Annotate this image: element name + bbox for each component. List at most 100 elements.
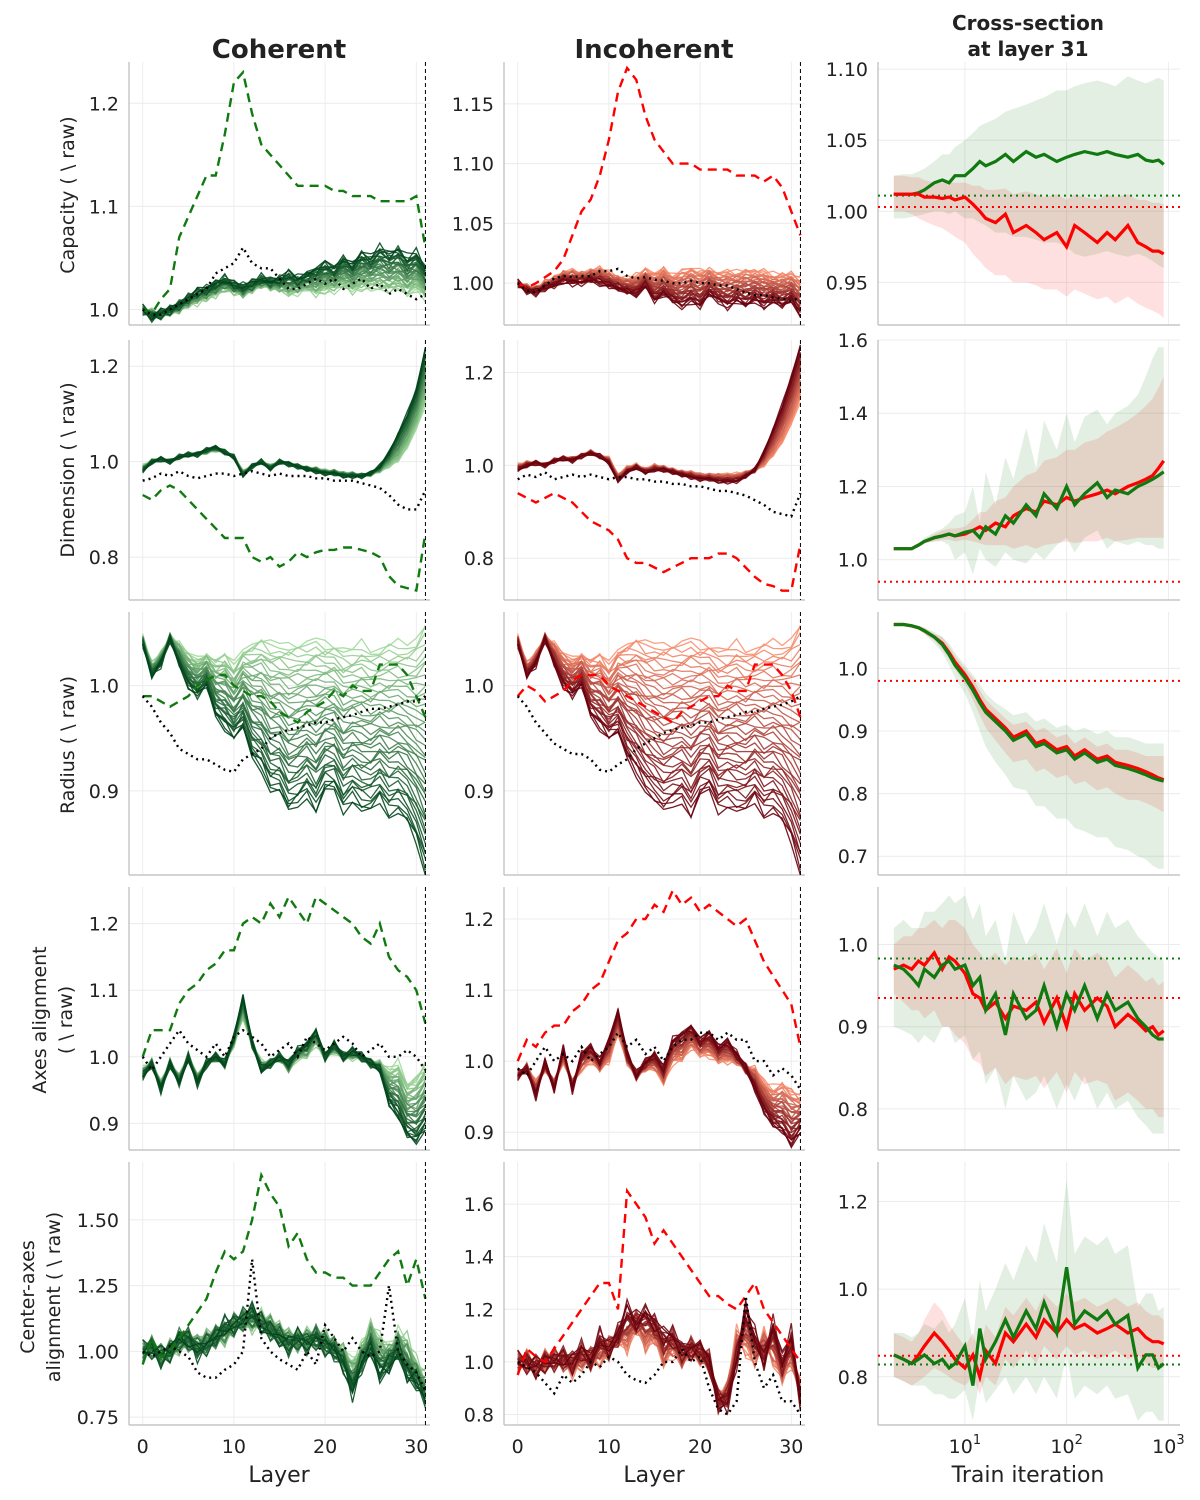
ytick-label: 1.2 [464,363,494,385]
subplot-dimension-coherent: 0.8 1.0 1.2 [89,340,430,601]
ytick-label: 1.15 [452,94,494,116]
layer-series-line [142,354,427,479]
ytick-label: 1.2 [838,1191,868,1213]
ytick-label: 1.0 [838,935,868,957]
layer-series-line [142,360,427,477]
raw-reference-dashed-line [517,65,802,290]
ytick-label: 1.00 [826,201,868,223]
ytick-label: 1.2 [838,476,868,498]
row-label-axes-alignment-line2: ( \ raw) [55,986,77,1054]
layer-series-line [517,1308,802,1401]
ytick-label: 1.0 [838,658,868,680]
subplot-capacity-coherent: 1.0 1.1 1.2 [89,62,430,326]
ytick-label: 1.0 [89,676,119,698]
layer-series-line [517,626,801,664]
plot-area [142,69,427,324]
ytick-label: 0.8 [464,1404,494,1426]
xtick-exponent: 1 [973,1433,981,1448]
layer-series-line [517,637,801,793]
layer-series-line [142,354,427,478]
ytick-label: 0.9 [464,781,494,803]
raw-reference-dashed-line [142,663,427,725]
ytick-label: 0.8 [838,784,868,806]
ytick-label: 1.1 [89,980,119,1002]
layer-series-line [142,640,426,818]
ytick-label: 0.95 [826,272,868,294]
random-baseline-dotted-line [142,1259,427,1392]
layer-series-line [142,349,427,479]
subplot-grid: 1.01.11.21.001.051.101.150.951.001.051.1… [77,59,1185,1458]
xtick-label: 10 [222,1436,246,1458]
ytick-label: 0.9 [464,1122,494,1144]
layer-series-line [517,632,801,774]
layer-series-line [517,636,802,835]
incoherent-mean-line [893,192,1165,256]
layer-series-line [142,348,427,480]
layer-series-line [517,344,802,484]
layer-series-line [142,357,427,479]
ytick-label: 1.05 [826,130,868,152]
plot-area [878,895,1180,1134]
coherent-mean-line [893,149,1165,196]
incoherent-mean-line [893,1317,1165,1383]
layer-series-line [142,1310,426,1390]
coherent-confidence-band [893,347,1164,575]
ytick-label: 1.0 [89,452,119,474]
plot-area [517,344,802,592]
layer-series-line [142,1005,426,1102]
ytick-label: 0.9 [838,721,868,743]
layer-series-line [142,636,427,835]
layer-series-line [517,279,801,318]
subplot-axes-alignment-cross-section: 0.8 0.9 1.0 [838,887,1180,1151]
plot-area [516,625,802,875]
ytick-label: 1.2 [89,356,119,378]
layer-series-line [517,1311,802,1406]
ytick-label: 0.8 [464,548,494,570]
plot-area [878,347,1180,583]
ytick-label: 1.05 [452,213,494,235]
ytick-label: 1.0 [89,300,119,322]
xtick-label: 103 [1152,1433,1184,1458]
layer-series-line [142,635,427,830]
random-baseline-dotted-line [142,469,427,511]
layer-series-line [142,349,427,480]
coherent-confidence-band [893,1179,1164,1421]
ytick-label: 1.10 [452,154,494,176]
subplot-capacity-incoherent: 1.00 1.05 1.10 1.15 [452,62,805,326]
layer-series-line [142,248,426,321]
ytick-label: 0.9 [89,1113,119,1135]
xtick-exponent: 3 [1176,1433,1184,1448]
layer-series-line [517,345,802,485]
layer-series-line [142,637,426,875]
plot-area [878,76,1180,318]
layer-series-line [517,637,801,728]
ytick-label: 1.6 [464,1194,494,1216]
coherent-confidence-band [893,76,1164,269]
layer-series-line [142,626,426,664]
layer-series-line [142,1305,426,1400]
row-label-center-axes-line1: Center-axes [17,1240,39,1353]
subplot-center-axes-alignment-incoherent: 0.8 1.0 1.2 1.4 1.6 0 10 20 30 [464,1162,805,1458]
xtick-label: 0 [512,1436,524,1458]
layer-series-line [142,248,426,318]
raw-reference-dashed-line [517,491,802,592]
layer-series-line [517,1012,801,1146]
layer-series-line [517,640,801,818]
layer-series-line [517,1300,802,1410]
ytick-label: 1.2 [89,914,119,936]
subplot-dimension-cross-section: 1.0 1.2 1.4 1.6 [838,330,1180,601]
random-baseline-dotted-line [517,470,802,518]
incoherent-confidence-band [893,175,1164,318]
layer-series-line [142,366,427,477]
layer-series-line [142,636,426,821]
ytick-label: 1.50 [77,1210,119,1232]
ytick-label: 1.6 [838,330,868,352]
ytick-label: 0.8 [89,547,119,569]
xtick-exponent: 2 [1075,1433,1083,1448]
subplot-radius-coherent: 0.9 1.0 [89,612,430,876]
random-baseline-dotted-line [516,1030,802,1091]
coherent-mean-line [893,1266,1165,1386]
ytick-label: 1.00 [452,273,494,295]
layer-series-line [517,636,801,821]
